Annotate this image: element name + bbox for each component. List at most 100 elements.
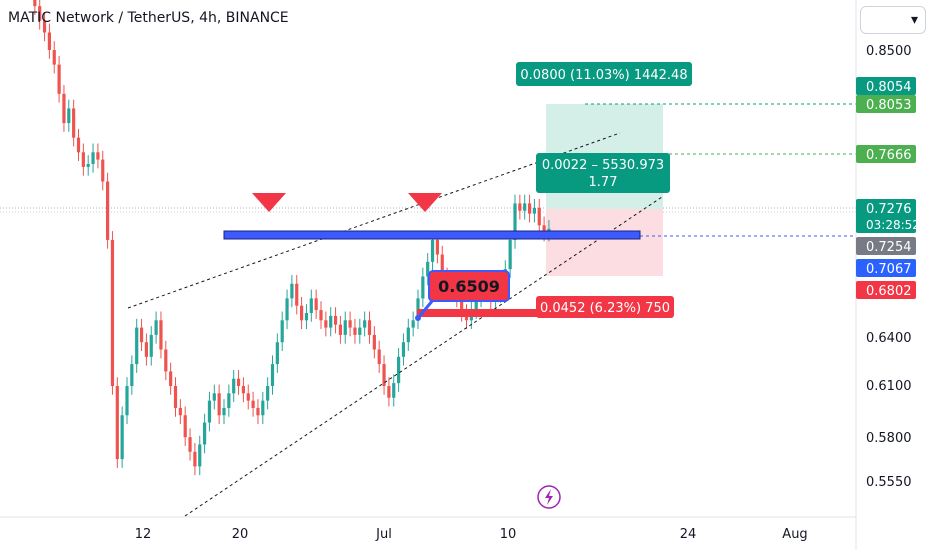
candle-body (178, 407, 182, 416)
candle-body (57, 64, 61, 94)
x-tick-label: Aug (782, 527, 807, 542)
candle-body (169, 371, 173, 387)
candle-body (241, 386, 245, 394)
candle-body (363, 320, 367, 328)
candle-body (236, 378, 241, 387)
stop-label-box (536, 296, 674, 318)
candle-body (256, 407, 260, 416)
candle-body (280, 320, 284, 343)
candle-body (135, 327, 139, 365)
candle-body (333, 315, 338, 325)
stop-label: 0.0452 (6.23%) 750 (540, 301, 670, 316)
candle-body (52, 50, 56, 65)
chart-menu-button[interactable]: ▾ (860, 6, 926, 34)
position-info-line2: 1.77 (589, 175, 618, 190)
candle-body (309, 298, 313, 313)
lightning-glyph (545, 489, 553, 505)
y-tick-label: 0.6100 (866, 379, 912, 394)
price-tag-label: 0.7276 (866, 202, 912, 217)
candle-body (164, 349, 168, 372)
candle-body (42, 20, 47, 33)
candle-body (154, 320, 158, 335)
candle-body (251, 400, 255, 408)
candle-body (460, 298, 464, 313)
price-tag-label: 0.6802 (866, 284, 912, 299)
candle-body (300, 305, 304, 321)
x-tick-label: Jul (375, 527, 392, 542)
candle-body (96, 152, 100, 160)
candle-body (508, 239, 512, 270)
candle-body (542, 225, 546, 233)
candle-body (372, 334, 376, 350)
candle-body (270, 364, 275, 387)
candle-body (348, 320, 352, 328)
position-info-box (536, 153, 670, 193)
callout-pointer (416, 299, 435, 319)
candle-body (91, 152, 95, 164)
candle-body (387, 386, 391, 398)
candle-body (474, 298, 478, 311)
candle-body (290, 283, 294, 299)
candle-body (217, 393, 221, 416)
target-label: 0.0800 (11.03%) 1442.48 (520, 68, 687, 83)
candle-body (232, 378, 236, 394)
candle-body (67, 108, 71, 124)
candle-body (72, 108, 76, 138)
candle-body (106, 181, 110, 240)
countdown-label: 03:28:52 (866, 218, 920, 232)
candle-body (275, 342, 279, 365)
y-tick-label: 0.5800 (866, 431, 912, 446)
candle-body (421, 276, 425, 299)
price-tag (856, 199, 916, 233)
candle-body (188, 437, 192, 452)
position-info-line1: 0.0022 – 5530.973 (542, 158, 664, 173)
candle-body (532, 207, 536, 214)
y-tick-label: 0.8500 (866, 44, 912, 59)
candle-body (295, 283, 299, 306)
candle-body (304, 312, 309, 321)
candle-body (319, 310, 323, 321)
chevron-down-icon: ▾ (911, 12, 919, 28)
candle-body (285, 298, 289, 321)
candle-body (358, 327, 362, 335)
y-tick-label: 0.5550 (866, 475, 912, 490)
time-axis: 12 20 Jul 10 24 Aug (0, 516, 856, 542)
candle-body (207, 400, 212, 423)
candle-body (397, 356, 401, 384)
x-tick-label: 12 (135, 527, 152, 542)
candle-body (411, 320, 415, 328)
price-tag (856, 145, 916, 163)
candle-body (406, 327, 410, 343)
y-tick-label: 0.6400 (866, 331, 912, 346)
candle-body (81, 152, 85, 167)
candle-body (261, 400, 265, 416)
chart-title: MATIC Network / TetherUS, 4h, BINANCE (8, 10, 289, 26)
candle-body (183, 415, 187, 438)
price-tag-label: 0.7067 (866, 262, 912, 277)
price-tag (856, 281, 916, 299)
price-tag (856, 237, 916, 255)
candle-body (144, 342, 148, 357)
candle-body (266, 386, 270, 401)
candle-body (76, 137, 81, 153)
x-tick-label: 20 (232, 527, 249, 542)
candle-body (159, 320, 163, 350)
candle-body (149, 334, 153, 357)
candle-body (222, 407, 226, 416)
support-zone (223, 230, 641, 240)
lower-trendline (184, 196, 663, 517)
candle-body (115, 386, 119, 460)
price-tag (856, 95, 916, 113)
price-tag (856, 77, 916, 95)
candle-body (86, 163, 90, 167)
candle-body (198, 444, 202, 467)
candle-body (382, 364, 386, 387)
candle-body (139, 327, 144, 343)
candle-body (38, 6, 42, 21)
candle-body (518, 203, 522, 211)
candle-body (430, 239, 435, 262)
candle-body (125, 386, 129, 416)
callout-label: 0.6509 (438, 277, 500, 296)
price-tag (856, 259, 916, 277)
